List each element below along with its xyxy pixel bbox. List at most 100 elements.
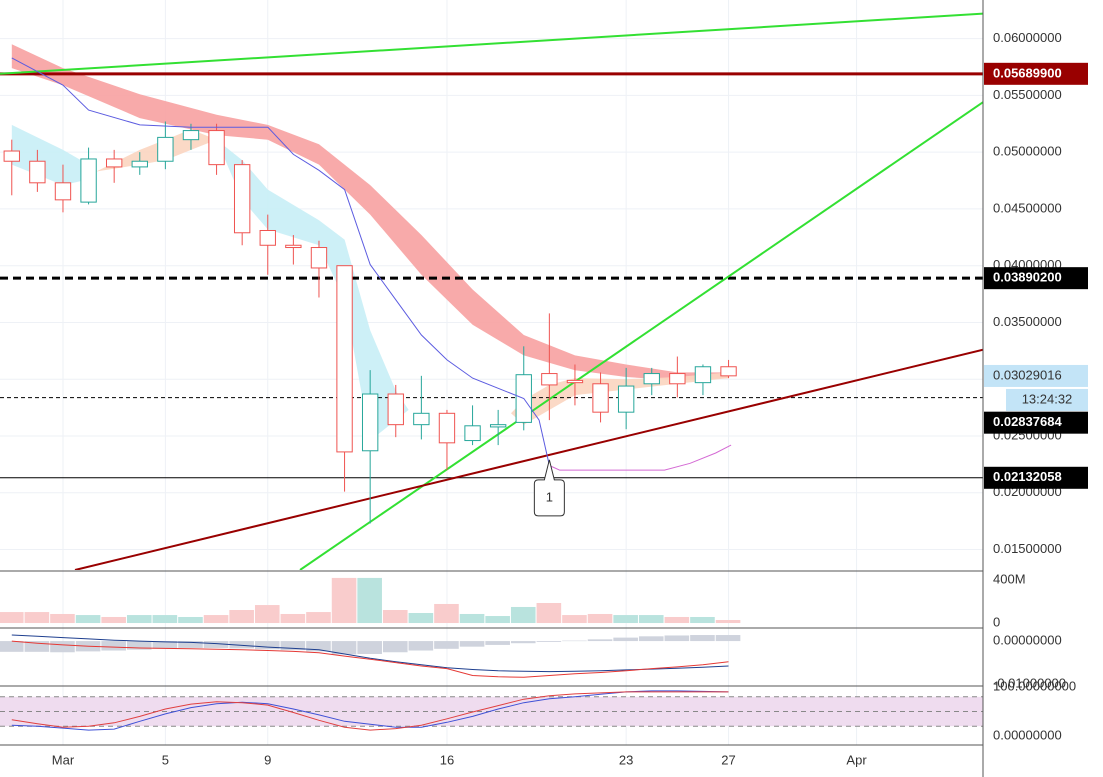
x-tick-label: Apr bbox=[846, 752, 867, 767]
volume-bar bbox=[510, 606, 536, 624]
macd-histogram-bar bbox=[638, 636, 664, 642]
y-tick-label: 0.01500000 bbox=[993, 541, 1062, 556]
volume-bar bbox=[254, 605, 280, 624]
macd-histogram-bar bbox=[459, 641, 485, 647]
volume-bar bbox=[715, 620, 741, 624]
candle-body bbox=[310, 247, 328, 269]
y-tick-label: 0.03500000 bbox=[993, 314, 1062, 329]
macd-histogram-bar bbox=[408, 641, 434, 651]
volume-bar bbox=[24, 612, 50, 624]
x-tick-label: 16 bbox=[440, 752, 454, 767]
candle-body bbox=[669, 373, 686, 385]
volume-bar bbox=[536, 602, 562, 624]
x-tick-label: 27 bbox=[721, 752, 735, 767]
last-price-label: 0.03029016 bbox=[993, 367, 1062, 382]
candle-body bbox=[361, 393, 379, 452]
macd-histogram-bar bbox=[152, 641, 178, 649]
ribbon bbox=[216, 139, 409, 441]
macd-histogram-bar bbox=[229, 641, 254, 649]
volume-bar bbox=[382, 609, 408, 624]
macd-histogram-bar bbox=[434, 641, 459, 649]
y-tick-label: 0.04500000 bbox=[993, 200, 1062, 215]
candle-body bbox=[80, 158, 97, 203]
indicator-panes bbox=[0, 577, 983, 731]
volume-bar bbox=[331, 577, 357, 624]
volume-bar bbox=[664, 616, 690, 624]
candle-body bbox=[336, 265, 353, 453]
macd-histogram-bar bbox=[510, 641, 536, 644]
countdown-box bbox=[1006, 388, 1088, 411]
volume-bar bbox=[306, 612, 331, 624]
candle-body bbox=[464, 425, 481, 442]
candle-body bbox=[285, 244, 302, 249]
macd-histogram-bar bbox=[254, 641, 280, 650]
volume-bar bbox=[203, 615, 229, 624]
volume-bar bbox=[101, 616, 126, 624]
trend-line bbox=[299, 101, 983, 570]
candle-body bbox=[54, 182, 72, 201]
candle-body bbox=[182, 130, 200, 141]
macd-histogram-bar bbox=[382, 641, 408, 653]
macd-line bbox=[11, 640, 729, 678]
stoch-line bbox=[11, 690, 729, 731]
y-tick-label: -0.01000000 bbox=[993, 676, 1066, 691]
volume-bar bbox=[434, 603, 459, 624]
candle-body bbox=[208, 130, 225, 166]
macd-histogram-bar bbox=[203, 641, 229, 648]
price-line-box bbox=[984, 466, 1088, 489]
price-line-box bbox=[984, 411, 1088, 434]
candle-body bbox=[592, 383, 609, 413]
volume-bar bbox=[690, 616, 715, 624]
volume-bar bbox=[357, 577, 382, 624]
candle-body bbox=[259, 229, 276, 246]
main-pane: 1 bbox=[0, 12, 983, 570]
trend-line bbox=[74, 348, 983, 570]
trend-line bbox=[0, 12, 983, 75]
frame bbox=[0, 0, 984, 777]
y-tick-label: 0.00000000 bbox=[993, 632, 1062, 647]
macd-histogram-bar bbox=[0, 641, 24, 652]
candle-body bbox=[29, 160, 46, 184]
y-tick-label: 400M bbox=[993, 571, 1026, 586]
candle-body bbox=[566, 379, 584, 384]
x-tick-label: Mar bbox=[52, 752, 75, 767]
price-line-label: 0.02132058 bbox=[993, 469, 1062, 484]
candle-body bbox=[131, 160, 148, 168]
candle-body bbox=[617, 385, 635, 413]
y-tick-label: 0.06000000 bbox=[993, 30, 1062, 45]
price-line-label: 0.03890200 bbox=[993, 270, 1062, 285]
macd-histogram-bar bbox=[690, 635, 715, 642]
indicator-line bbox=[11, 57, 550, 466]
last-price-box bbox=[984, 364, 1088, 387]
macd-histogram-bar bbox=[664, 635, 690, 642]
annotation-label: 1 bbox=[546, 489, 553, 504]
volume-bar bbox=[459, 613, 485, 624]
countdown-label: 13:24:32 bbox=[1022, 391, 1073, 406]
price-line-box bbox=[984, 267, 1088, 290]
volume-bar bbox=[75, 615, 101, 624]
candle-body bbox=[438, 412, 456, 444]
macd-histogram-bar bbox=[24, 641, 50, 652]
macd-histogram-bar bbox=[715, 635, 741, 642]
volume-bar bbox=[613, 615, 638, 624]
macd-histogram-bar bbox=[280, 641, 306, 651]
macd-histogram-bar bbox=[587, 639, 613, 642]
volume-bar bbox=[126, 615, 152, 624]
candle-body bbox=[489, 424, 507, 428]
candle-body bbox=[413, 412, 430, 426]
price-line-label: 0.05689900 bbox=[993, 65, 1062, 80]
candle-body bbox=[694, 366, 712, 384]
macd-histogram-bar bbox=[101, 641, 126, 651]
candle-body bbox=[720, 366, 737, 377]
x-tick-label: 9 bbox=[264, 752, 271, 767]
volume-bar bbox=[0, 612, 24, 624]
volume-bar bbox=[562, 615, 587, 624]
macd-histogram-bar bbox=[536, 641, 562, 642]
volume-bar bbox=[152, 615, 178, 624]
y-tick-label: 0.05000000 bbox=[993, 144, 1062, 159]
candle-body bbox=[157, 136, 174, 162]
y-tick-label: 100.00000000 bbox=[993, 678, 1076, 693]
